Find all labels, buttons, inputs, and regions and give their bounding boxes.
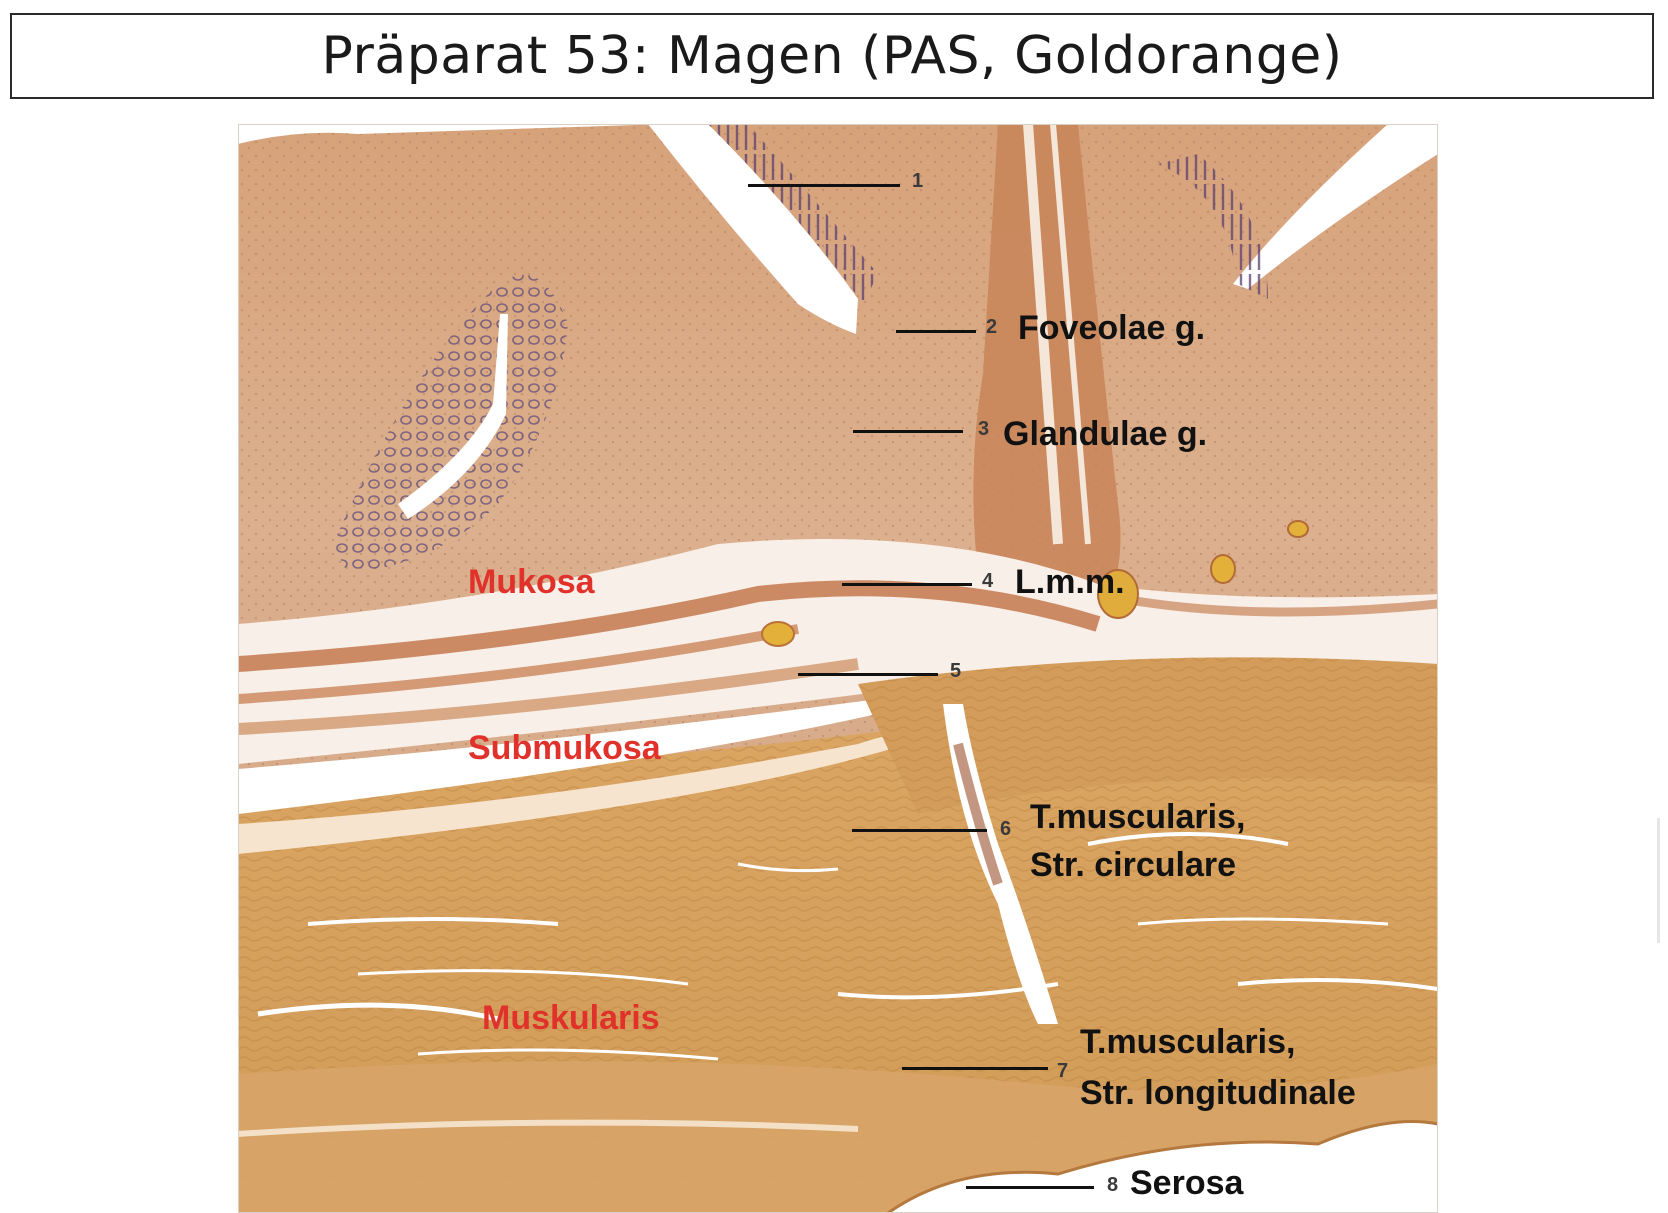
leader-line-1 <box>748 184 900 187</box>
title-box: Präparat 53: Magen (PAS, Goldorange) <box>10 13 1654 99</box>
marker-number-1: 1 <box>912 170 924 192</box>
leader-line-2 <box>896 330 976 333</box>
label-str-longitudinale-line2: Str. longitudinale <box>1080 1074 1356 1112</box>
leader-line-3 <box>853 430 963 433</box>
label-serosa: Serosa <box>1130 1164 1244 1202</box>
marker-number-5: 5 <box>950 660 962 682</box>
leader-line-6 <box>852 829 987 832</box>
leader-line-8 <box>966 1186 1094 1189</box>
leader-line-7 <box>902 1067 1048 1070</box>
region-label-muskularis: Muskularis <box>482 999 660 1037</box>
page-title: Präparat 53: Magen (PAS, Goldorange) <box>321 26 1343 86</box>
region-label-mukosa: Mukosa <box>468 563 595 601</box>
marker-number-8: 8 <box>1107 1174 1119 1196</box>
label-str-circulare-line2: Str. circulare <box>1030 846 1237 884</box>
leader-line-5 <box>798 673 938 676</box>
marker-number-3: 3 <box>978 418 990 440</box>
label-foveolae: Foveolae g. <box>1018 309 1206 347</box>
region-label-submukosa: Submukosa <box>468 729 661 767</box>
marker-number-6: 6 <box>1000 818 1012 840</box>
marker-number-4: 4 <box>982 570 994 592</box>
marker-number-2: 2 <box>986 316 998 338</box>
histology-drawing <box>238 124 1438 1213</box>
label-lmm: L.m.m. <box>1015 563 1125 601</box>
label-str-circulare-line1: T.muscularis, <box>1030 798 1246 836</box>
label-glandulae: Glandulae g. <box>1003 415 1208 453</box>
edge-divider <box>1657 818 1660 943</box>
leader-line-4 <box>842 583 972 586</box>
stomach-wall-histology-image <box>238 124 1438 1213</box>
label-str-longitudinale-line1: T.muscularis, <box>1080 1023 1296 1061</box>
marker-number-7: 7 <box>1057 1060 1069 1082</box>
